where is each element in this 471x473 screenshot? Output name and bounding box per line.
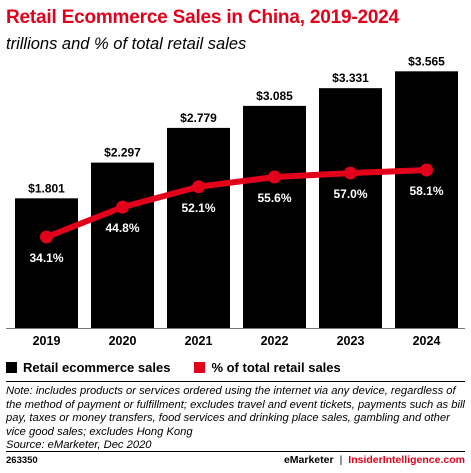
line-value-label-2019: 34.1%: [29, 251, 63, 265]
x-tick-label-2020: 2020: [109, 334, 137, 348]
divider-top: [6, 381, 465, 382]
line-value-label-2020: 44.8%: [105, 221, 139, 235]
line-point-2020: [116, 200, 129, 214]
chart-note: Note: includes products or services orde…: [6, 385, 465, 453]
line-value-label-2021: 52.1%: [181, 201, 215, 215]
legend-item-percent: % of total retail sales: [194, 360, 341, 375]
bar-2021: [167, 127, 230, 328]
note-text: Note: includes products or services orde…: [6, 385, 465, 438]
legend-label-percent: % of total retail sales: [211, 360, 341, 375]
note-source: Source: eMarketer, Dec 2020: [6, 439, 152, 452]
chart-id: 263350: [6, 455, 38, 466]
line-point-2023: [344, 166, 357, 180]
chart-title: Retail Ecommerce Sales in China, 2019-20…: [6, 7, 399, 28]
line-point-2022: [268, 170, 281, 184]
bar-2019: [15, 198, 78, 328]
bar-value-label-2022: $3.085: [256, 89, 293, 103]
brand-name: eMarketer: [283, 454, 334, 466]
x-tick-label-2023: 2023: [337, 334, 365, 348]
legend-swatch-sales: [6, 362, 17, 373]
bar-value-label-2024: $3.565: [408, 54, 445, 68]
chart-legend: Retail ecommerce sales % of total retail…: [6, 360, 365, 375]
legend-item-sales: Retail ecommerce sales: [6, 360, 170, 375]
bar-2023: [319, 88, 382, 328]
x-tick-label-2024: 2024: [413, 334, 441, 348]
x-tick-label-2022: 2022: [261, 334, 289, 348]
chart-subtitle: trillions and % of total retail sales: [6, 35, 247, 53]
x-tick-label-2021: 2021: [185, 334, 213, 348]
line-value-label-2024: 58.1%: [409, 184, 443, 198]
line-value-label-2022: 55.6%: [257, 191, 291, 205]
line-point-2024: [420, 163, 433, 177]
bar-value-label-2020: $2.297: [104, 146, 141, 160]
bar-value-label-2019: $1.801: [28, 181, 65, 195]
line-value-label-2023: 57.0%: [333, 187, 367, 201]
footer-brand: eMarketer | InsiderIntelligence.com: [284, 454, 465, 466]
line-percent-retail: [43, 167, 430, 240]
divider-bottom: [6, 451, 465, 452]
legend-label-sales: Retail ecommerce sales: [23, 360, 171, 375]
chart-plot: $1.801 2019 $2.297 2020 $2.779 2021 $3.085 2022…: [6, 54, 465, 348]
bar-2020: [91, 162, 154, 328]
bar-2024: [395, 71, 458, 328]
bar-2022: [243, 105, 306, 328]
legend-swatch-percent: [194, 362, 206, 373]
x-tick-label-2019: 2019: [33, 334, 61, 348]
line-point-2021: [192, 180, 205, 194]
line-point-2019: [40, 230, 53, 244]
bar-value-label-2023: $3.331: [332, 71, 369, 85]
brand-separator: |: [339, 454, 343, 466]
brand-site: InsiderIntelligence.com: [348, 454, 465, 466]
bar-value-label-2021: $2.779: [180, 111, 217, 125]
